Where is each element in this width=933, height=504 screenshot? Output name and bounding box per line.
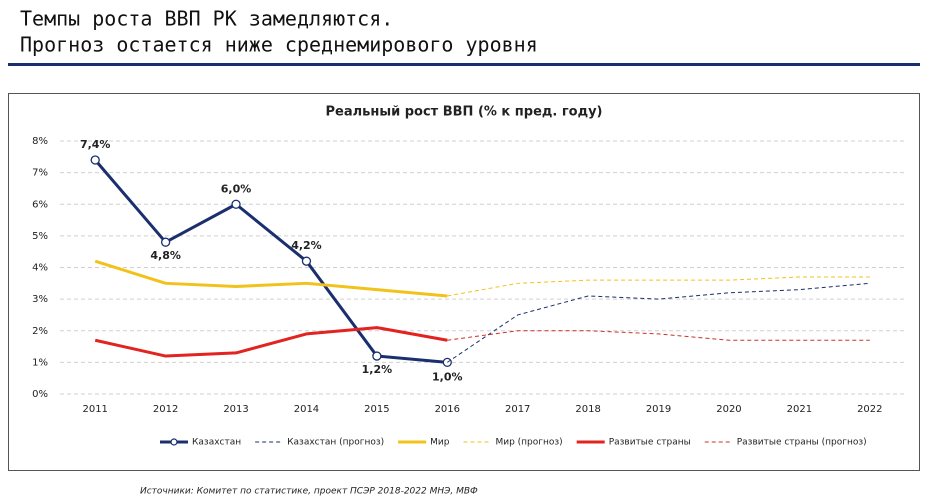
chart-frame [8, 93, 920, 471]
legend-label: Развитые страны (прогноз) [737, 438, 867, 448]
x-tick-label: 2022 [857, 404, 882, 415]
point-marker [90, 155, 100, 165]
y-tick-label: 2% [32, 326, 48, 337]
point-marker [301, 256, 312, 266]
y-tick-label: 5% [32, 231, 48, 242]
point-marker [160, 237, 171, 247]
series-line [447, 276, 870, 297]
series-line [94, 259, 448, 298]
y-tick-label: 1% [32, 357, 48, 368]
y-tick-label: 0% [32, 389, 48, 400]
legend-label: Казахстан (прогноз) [287, 438, 384, 448]
series-line [447, 330, 870, 341]
header-line: Прогноз остается ниже среднемирового уро… [20, 33, 538, 57]
chart-title: Реальный рост ВВП (% к пред. году) [325, 105, 602, 120]
series-line [94, 326, 448, 358]
data-label: 1,0% [432, 370, 463, 383]
series-line [94, 158, 448, 364]
y-tick-label: 7% [32, 168, 48, 179]
data-label: 4,2% [291, 239, 322, 252]
source-note: Источники: Комитет по статистике, проект… [140, 487, 478, 497]
x-tick-label: 2014 [294, 404, 319, 415]
y-tick-label: 8% [32, 136, 48, 147]
legend-label: Казахстан [192, 438, 241, 448]
y-tick-label: 4% [32, 263, 48, 274]
x-tick-label: 2019 [646, 404, 671, 415]
x-tick-label: 2012 [153, 404, 178, 415]
series-line [447, 282, 870, 363]
x-tick-label: 2013 [223, 404, 248, 415]
header-rule [8, 63, 920, 66]
data-label: 7,4% [80, 138, 111, 151]
x-tick-label: 2015 [364, 404, 389, 415]
x-tick-label: 2021 [787, 404, 812, 415]
header-line: Темпы роста ВВП РК замедляются. [20, 7, 393, 31]
x-tick-label: 2011 [82, 404, 107, 415]
data-label: 1,2% [362, 363, 393, 376]
y-tick-label: 6% [32, 199, 48, 210]
data-label: 6,0% [221, 182, 252, 195]
x-tick-label: 2017 [505, 404, 530, 415]
legend-label: Мир (прогноз) [495, 438, 562, 448]
y-tick-label: 3% [32, 294, 48, 305]
point-marker [231, 199, 241, 209]
x-tick-label: 2018 [575, 404, 600, 415]
legend-label: Мир [430, 438, 450, 448]
point-marker [372, 351, 382, 361]
x-tick-label: 2016 [435, 404, 460, 415]
legend-marker [170, 438, 178, 446]
data-label: 4,8% [150, 249, 181, 262]
x-tick-label: 2020 [716, 404, 741, 415]
legend-label: Развитые страны [609, 438, 691, 448]
